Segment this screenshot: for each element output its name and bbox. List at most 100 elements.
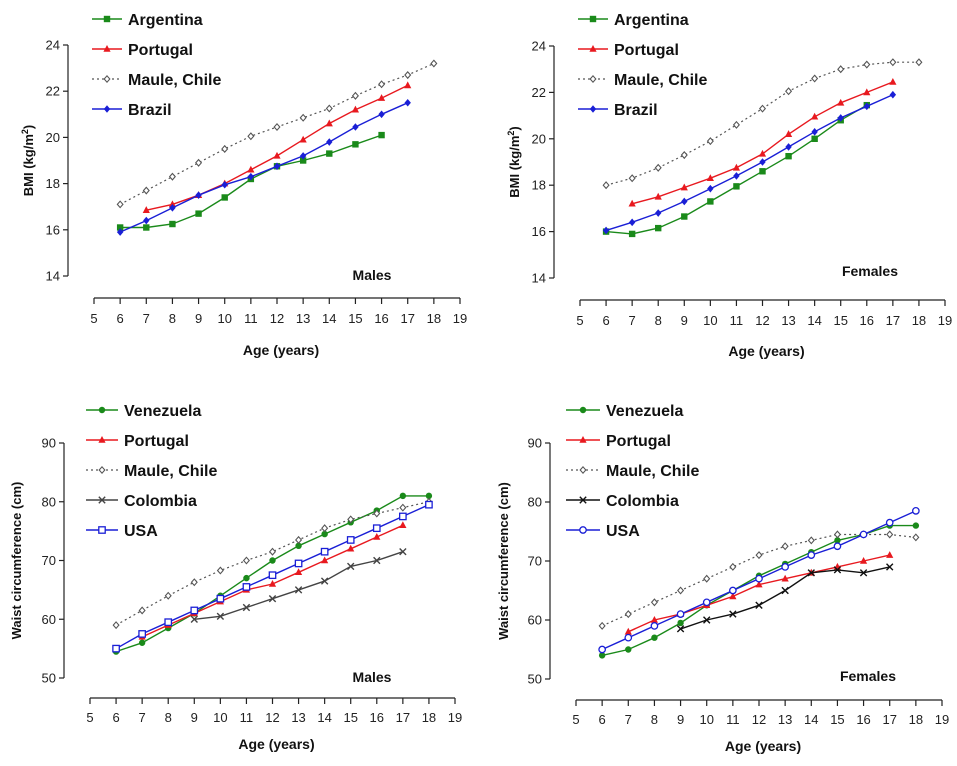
data-point xyxy=(837,98,845,106)
data-point xyxy=(164,591,172,600)
data-point xyxy=(138,639,146,646)
data-point xyxy=(399,503,407,512)
legend: Argentina Portugal Maule, Chile Brazil xyxy=(92,12,221,119)
x-tick-label: 8 xyxy=(165,710,172,725)
x-tick-label: 19 xyxy=(448,710,462,725)
data-point xyxy=(598,621,606,630)
x-tick-label: 16 xyxy=(374,311,388,326)
data-point xyxy=(399,521,407,529)
legend-item-maule-chile: Maule, Chile xyxy=(566,463,699,480)
legend-item-venezuela: Venezuela xyxy=(566,403,683,420)
data-point xyxy=(837,65,845,74)
y-tick-label: 18 xyxy=(532,178,546,193)
x-axis-title: Age (years) xyxy=(243,342,319,358)
data-point xyxy=(912,506,920,515)
y-axis-title: BMI (kg/m2) xyxy=(506,126,522,197)
data-point xyxy=(863,88,871,96)
data-point xyxy=(273,151,281,159)
data-point xyxy=(676,610,685,618)
y-tick-label: 24 xyxy=(532,39,546,54)
x-tick-label: 7 xyxy=(629,313,636,328)
legend-marker xyxy=(98,465,106,475)
data-point xyxy=(347,544,355,552)
x-tick-label: 10 xyxy=(703,313,717,328)
data-point xyxy=(142,186,150,195)
data-point xyxy=(138,606,146,615)
x-tick-label: 19 xyxy=(935,712,949,727)
legend-marker xyxy=(579,496,587,504)
legend-item-portugal: Portugal xyxy=(566,433,671,450)
y-tick-label: 24 xyxy=(46,38,60,53)
data-point xyxy=(729,610,737,618)
data-point xyxy=(325,104,333,113)
data-point xyxy=(624,627,632,635)
x-tick-label: 17 xyxy=(400,311,414,326)
data-point xyxy=(321,556,329,564)
data-point xyxy=(216,566,224,575)
data-point xyxy=(399,512,407,521)
y-tick-label: 18 xyxy=(46,176,60,191)
data-point xyxy=(377,94,386,101)
data-point xyxy=(676,625,685,633)
legend-item-argentina: Argentina xyxy=(578,12,689,29)
legend-item-portugal: Portugal xyxy=(92,42,193,59)
x-tick-label: 8 xyxy=(169,311,176,326)
x-tick-label: 11 xyxy=(240,710,254,725)
data-point xyxy=(650,616,659,623)
y-tick-label: 70 xyxy=(42,553,56,568)
data-point xyxy=(216,594,225,603)
data-point xyxy=(372,524,381,533)
x-tick-label: 6 xyxy=(112,710,119,725)
data-point xyxy=(706,137,714,146)
data-point xyxy=(889,77,897,85)
x-tick-label: 18 xyxy=(422,710,436,725)
legend-item-maule-chile: Maule, Chile xyxy=(92,72,221,89)
data-point xyxy=(169,204,176,212)
x-tick-label: 10 xyxy=(213,710,227,725)
legend-label: USA xyxy=(124,523,158,540)
data-point xyxy=(373,533,381,540)
data-point xyxy=(781,586,789,595)
legend-marker xyxy=(98,436,106,443)
data-point xyxy=(863,102,870,111)
legend-item-colombia: Colombia xyxy=(566,493,679,510)
data-point xyxy=(886,551,894,558)
data-point xyxy=(912,533,920,542)
data-point xyxy=(295,535,303,544)
data-point xyxy=(650,598,658,607)
x-tick-label: 11 xyxy=(726,712,740,727)
x-tick-label: 10 xyxy=(217,311,231,326)
data-point xyxy=(681,197,688,206)
data-point xyxy=(707,198,714,205)
data-point xyxy=(706,174,714,182)
data-point xyxy=(404,81,412,89)
data-point xyxy=(655,224,662,232)
x-tick-label: 9 xyxy=(191,710,198,725)
data-point xyxy=(834,537,841,544)
legend-label: Venezuela xyxy=(606,403,683,420)
data-point xyxy=(195,158,203,167)
x-tick-label: 6 xyxy=(117,311,124,326)
legend-label: Maule, Chile xyxy=(606,463,699,480)
y-axis-title: Waist circumference (cm) xyxy=(9,482,24,640)
data-point xyxy=(299,135,307,143)
x-tick-label: 15 xyxy=(343,710,357,725)
data-point xyxy=(781,563,789,571)
legend-marker xyxy=(589,74,597,84)
data-point xyxy=(628,174,636,183)
data-point xyxy=(190,606,199,615)
x-tick-label: 9 xyxy=(195,311,202,326)
legend-label: Brazil xyxy=(128,102,172,119)
data-point xyxy=(833,566,842,574)
data-point xyxy=(807,569,815,577)
data-point xyxy=(221,194,228,201)
data-point xyxy=(425,492,433,500)
data-point xyxy=(321,530,328,538)
data-point xyxy=(268,580,277,587)
x-tick-label: 7 xyxy=(625,712,632,727)
series-venezuela xyxy=(598,522,920,659)
data-point xyxy=(269,557,276,564)
y-tick-label: 16 xyxy=(46,222,60,237)
data-point xyxy=(755,551,763,560)
data-point xyxy=(889,90,897,99)
